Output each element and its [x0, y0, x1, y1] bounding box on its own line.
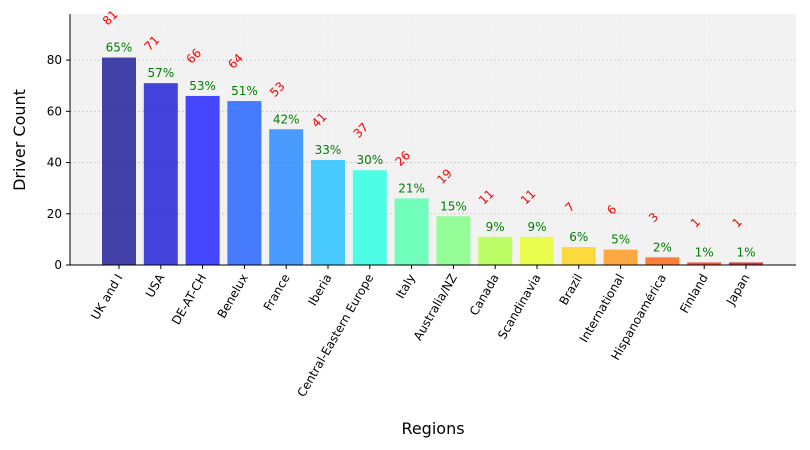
bar — [269, 129, 304, 265]
bar — [227, 101, 262, 265]
x-tick-label: International — [577, 272, 627, 345]
percent-label: 53% — [189, 79, 216, 93]
y-axis-title: Driver Count — [10, 89, 29, 191]
bar — [143, 83, 178, 265]
bar — [520, 236, 554, 265]
percent-label: 42% — [273, 112, 300, 126]
percent-label: 15% — [440, 199, 467, 213]
x-tick-label: Iberia — [305, 272, 334, 309]
x-tick-label: Japan — [723, 272, 752, 309]
x-tick-label: Brazil — [557, 272, 586, 308]
x-tick-label: Benelux — [215, 272, 251, 321]
bars — [102, 57, 763, 265]
percent-label: 51% — [231, 84, 258, 98]
percent-label: 57% — [147, 66, 174, 80]
x-ticks: UK and I USA DE-AT-CH Benelux France IberiaCe… — [88, 265, 753, 400]
bar — [561, 247, 596, 265]
x-tick-label: Central-Eastern Europe — [294, 272, 376, 400]
data-labels: 65%8157%7153%6651%6442%5333%4130%3721%26… — [100, 7, 756, 259]
x-axis-title: Regions — [401, 419, 464, 438]
bar — [687, 262, 722, 265]
y-tick-label: 0 — [54, 258, 62, 272]
y-tick-label: 60 — [47, 104, 62, 118]
bar — [729, 262, 763, 265]
bar — [311, 159, 345, 265]
bar — [394, 198, 429, 265]
x-tick-label: UK and I — [88, 272, 125, 323]
x-tick-label: France — [261, 272, 293, 314]
x-tick-label: Canada — [467, 272, 502, 319]
bar — [102, 57, 136, 265]
y-tick-label: 80 — [47, 53, 62, 67]
x-tick-label: Australia/NZ — [411, 272, 460, 343]
percent-label: 30% — [356, 153, 383, 167]
percent-label: 1% — [736, 245, 755, 259]
percent-label: 1% — [695, 245, 714, 259]
percent-label: 5% — [611, 233, 630, 247]
plot-area-background — [70, 14, 796, 265]
bar — [436, 216, 471, 265]
bar — [352, 170, 387, 265]
bar — [478, 236, 513, 265]
y-tick-label: 40 — [47, 156, 62, 170]
x-tick-label: Finland — [677, 272, 711, 316]
x-tick-label: Scandinavia — [495, 272, 544, 342]
axes — [69, 14, 796, 266]
percent-label: 6% — [569, 230, 588, 244]
percent-label: 65% — [106, 41, 133, 55]
bar — [603, 249, 638, 265]
percent-label: 9% — [486, 220, 505, 234]
percent-label: 2% — [653, 240, 672, 254]
x-tick-label: Italy — [393, 272, 418, 302]
y-ticks: 0 20 40 60 80 — [47, 53, 70, 272]
x-tick-label: DE-AT-CH — [169, 272, 209, 328]
y-tick-label: 20 — [47, 207, 62, 221]
x-tick-label: USA — [143, 271, 168, 300]
bar — [645, 257, 680, 265]
bar — [185, 95, 220, 265]
percent-label: 21% — [398, 181, 425, 195]
percent-label: 33% — [315, 143, 342, 157]
percent-label: 9% — [527, 220, 546, 234]
